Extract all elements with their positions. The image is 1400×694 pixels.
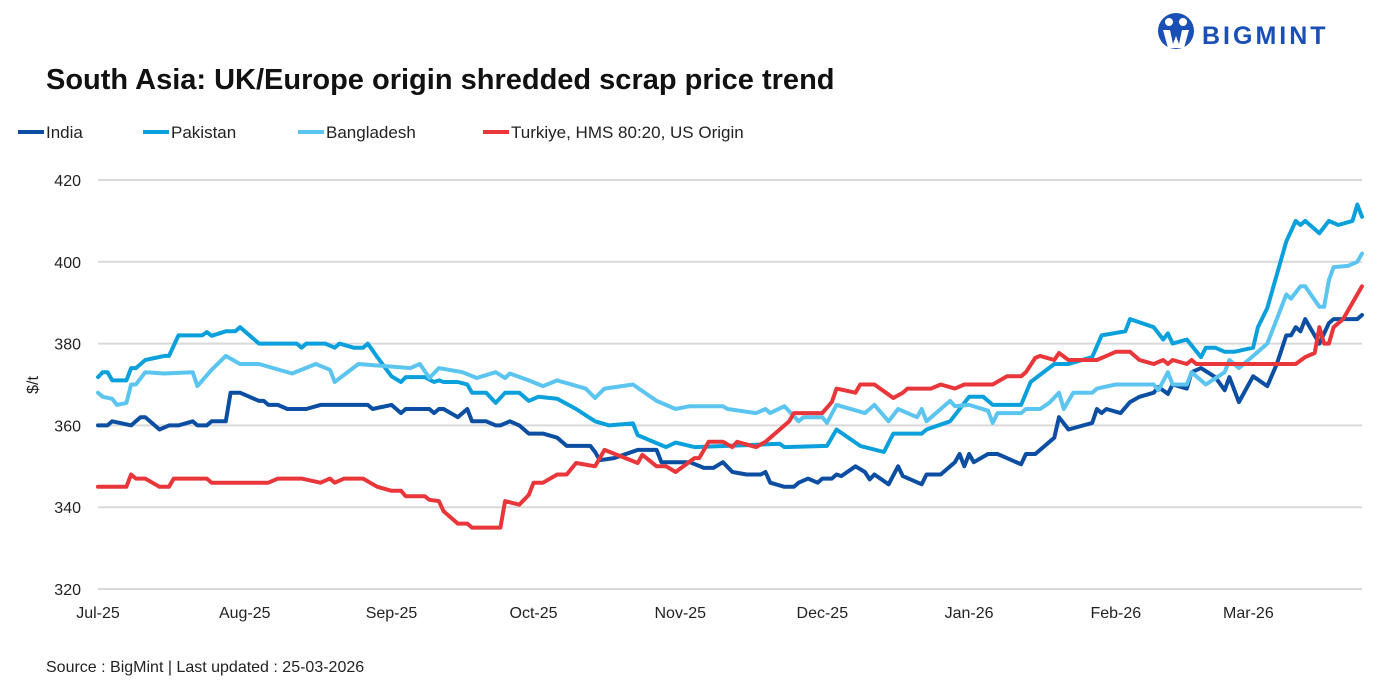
y-axis-ticks: 320 340 360 380 400 420 bbox=[54, 173, 81, 599]
x-tick-label: Mar-26 bbox=[1223, 605, 1274, 622]
legend-label: India bbox=[46, 123, 83, 142]
legend-item: Turkiye, HMS 80:20, US Origin bbox=[483, 123, 744, 142]
bigmint-logo-icon bbox=[1158, 13, 1194, 49]
y-axis-label: $/t bbox=[25, 376, 42, 394]
bigmint-logo: BIGMINT bbox=[1158, 13, 1329, 50]
legend-label: Turkiye, HMS 80:20, US Origin bbox=[511, 123, 744, 142]
series-line-turkiye bbox=[96, 284, 1364, 530]
legend-label: Bangladesh bbox=[326, 123, 416, 142]
source-note: Source : BigMint | Last updated : 25-03-… bbox=[46, 659, 364, 676]
legend: India Pakistan Bangladesh Turkiye, HMS 80:2… bbox=[18, 123, 744, 142]
y-tick-label: 400 bbox=[54, 255, 81, 272]
legend-label: Pakistan bbox=[171, 123, 236, 142]
bigmint-logo-text: BIGMINT bbox=[1202, 22, 1329, 50]
y-tick-label: 360 bbox=[54, 418, 81, 435]
x-tick-label: Dec-25 bbox=[797, 605, 849, 622]
y-tick-label: 340 bbox=[54, 500, 81, 517]
x-tick-label: Sep-25 bbox=[366, 605, 418, 622]
legend-item: Bangladesh bbox=[298, 123, 416, 142]
y-tick-label: 420 bbox=[54, 173, 81, 190]
series-lines bbox=[96, 202, 1364, 530]
x-tick-label: Jul-25 bbox=[76, 605, 120, 622]
x-tick-label: Jan-26 bbox=[945, 605, 994, 622]
x-tick-label: Feb-26 bbox=[1090, 605, 1141, 622]
x-axis-ticks: Jul-25 Aug-25 Sep-25 Oct-25 Nov-25 Dec-25 Jan-… bbox=[76, 605, 1274, 622]
chart-title: South Asia: UK/Europe origin shredded sc… bbox=[46, 64, 835, 96]
legend-item: Pakistan bbox=[143, 123, 236, 142]
y-tick-label: 320 bbox=[54, 582, 81, 599]
y-tick-label: 380 bbox=[54, 337, 81, 354]
series-line-india bbox=[96, 313, 1364, 489]
x-tick-label: Nov-25 bbox=[655, 605, 707, 622]
series-line-pakistan bbox=[96, 202, 1364, 454]
series-line-bangladesh bbox=[96, 251, 1364, 425]
legend-item: India bbox=[18, 123, 83, 142]
x-tick-label: Aug-25 bbox=[219, 605, 271, 622]
x-tick-label: Oct-25 bbox=[510, 605, 558, 622]
